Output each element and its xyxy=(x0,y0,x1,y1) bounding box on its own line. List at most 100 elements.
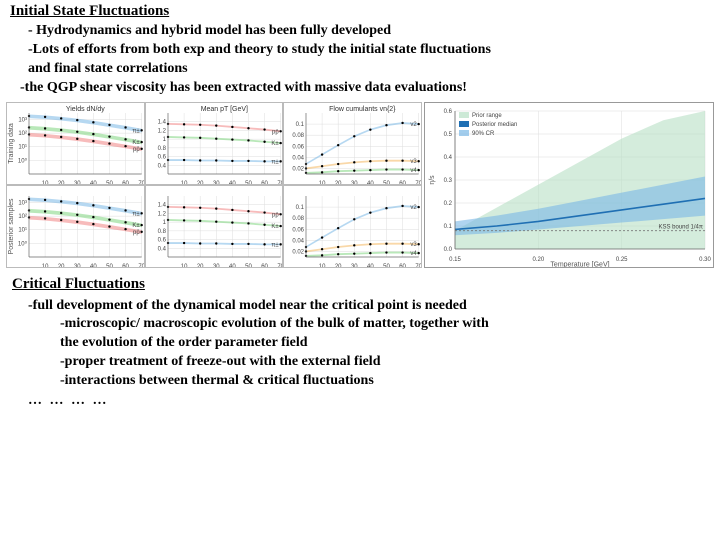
svg-text:90% CR: 90% CR xyxy=(472,131,495,137)
svg-text:30: 30 xyxy=(213,264,220,268)
grid-cell-2: 102030405060700.020.040.060.080.1v2v3v4F… xyxy=(283,102,422,185)
svg-text:30: 30 xyxy=(74,264,81,268)
svg-text:0.2: 0.2 xyxy=(444,201,453,207)
svg-text:π±: π± xyxy=(132,128,140,134)
svg-text:60: 60 xyxy=(400,264,407,268)
bottom-ellipsis: … … … … xyxy=(0,393,720,409)
svg-text:0.1: 0.1 xyxy=(296,122,305,128)
svg-text:40: 40 xyxy=(229,264,236,268)
svg-text:π±: π± xyxy=(271,159,279,165)
svg-text:20: 20 xyxy=(335,264,342,268)
svg-text:v4: v4 xyxy=(411,168,418,174)
svg-text:1.4: 1.4 xyxy=(157,202,166,208)
svg-text:0.4: 0.4 xyxy=(444,155,453,161)
svg-text:0.4: 0.4 xyxy=(157,246,166,252)
svg-text:pp̄: pp̄ xyxy=(272,129,279,135)
svg-text:0.4: 0.4 xyxy=(157,163,166,169)
svg-text:0.25: 0.25 xyxy=(616,257,628,263)
svg-text:Yields dN/dy: Yields dN/dy xyxy=(66,106,105,113)
svg-text:KSS bound 1/4π: KSS bound 1/4π xyxy=(658,224,703,230)
svg-text:10³: 10³ xyxy=(18,117,27,123)
svg-text:v3: v3 xyxy=(411,159,418,165)
svg-text:Posterior samples: Posterior samples xyxy=(8,198,15,254)
svg-text:10³: 10³ xyxy=(18,200,27,206)
svg-text:1.2: 1.2 xyxy=(157,211,166,217)
svg-text:Prior range: Prior range xyxy=(472,113,502,119)
svg-text:K±: K± xyxy=(132,140,140,146)
svg-text:pp̄: pp̄ xyxy=(272,212,279,218)
svg-text:0.04: 0.04 xyxy=(293,238,305,244)
svg-text:60: 60 xyxy=(122,264,129,268)
svg-text:10²: 10² xyxy=(18,214,27,220)
svg-text:Posterior median: Posterior median xyxy=(472,122,517,128)
svg-text:10²: 10² xyxy=(18,131,27,137)
svg-text:10⁰: 10⁰ xyxy=(18,157,28,164)
svg-text:π±: π± xyxy=(132,211,140,217)
svg-text:π±: π± xyxy=(271,242,279,248)
svg-text:0.30: 0.30 xyxy=(699,257,711,263)
svg-text:K±: K± xyxy=(271,224,279,230)
top-section: Initial State Fluctuations - Hydrodynami… xyxy=(0,0,720,98)
svg-text:1: 1 xyxy=(162,220,166,226)
svg-text:50: 50 xyxy=(245,264,252,268)
grid-cell-5: 102030405060700.020.040.060.080.1v2v3v4 xyxy=(283,185,422,268)
bottom-title: Critical Fluctuations xyxy=(0,276,720,293)
svg-text:30: 30 xyxy=(351,264,358,268)
svg-text:1.4: 1.4 xyxy=(157,119,166,125)
svg-text:0.3: 0.3 xyxy=(444,178,453,184)
svg-text:v3: v3 xyxy=(411,242,418,248)
bottom-b2b: the evolution of the order parameter fie… xyxy=(28,334,720,353)
svg-text:20: 20 xyxy=(197,264,204,268)
svg-text:40: 40 xyxy=(90,264,97,268)
svg-text:50: 50 xyxy=(106,264,113,268)
svg-text:0.02: 0.02 xyxy=(293,249,305,255)
svg-text:K±: K± xyxy=(132,223,140,229)
top-b2: -Lots of efforts from both exp and theor… xyxy=(28,41,720,60)
svg-text:0.02: 0.02 xyxy=(293,166,305,172)
svg-text:pp̄: pp̄ xyxy=(133,146,140,152)
svg-text:Mean pT [GeV]: Mean pT [GeV] xyxy=(200,106,247,113)
svg-text:10¹: 10¹ xyxy=(18,144,27,150)
top-b2b: and final state correlations xyxy=(28,60,720,79)
svg-text:0.8: 0.8 xyxy=(157,228,166,234)
svg-text:0.06: 0.06 xyxy=(293,227,305,233)
svg-text:Flow cumulants vn{2}: Flow cumulants vn{2} xyxy=(329,106,396,113)
svg-text:10: 10 xyxy=(319,264,326,268)
svg-text:Training data: Training data xyxy=(8,123,15,164)
svg-text:0.6: 0.6 xyxy=(157,154,166,160)
top-title: Initial State Fluctuations xyxy=(0,3,720,20)
charts-row: 1020304050607010⁰10¹10²10³π±K±pp̄Yields … xyxy=(0,98,720,270)
svg-text:0.06: 0.06 xyxy=(293,144,305,150)
svg-text:0.6: 0.6 xyxy=(157,237,166,243)
svg-text:pp̄: pp̄ xyxy=(133,229,140,235)
chart-grid-6: 1020304050607010⁰10¹10²10³π±K±pp̄Yields … xyxy=(6,102,422,268)
top-bullets: - Hydrodynamics and hybrid model has bee… xyxy=(0,22,720,98)
svg-text:1.2: 1.2 xyxy=(157,128,166,134)
bottom-b4: -interactions between thermal & critical… xyxy=(28,372,720,391)
svg-text:0.08: 0.08 xyxy=(293,133,305,139)
bottom-bullets: -full development of the dynamical model… xyxy=(0,297,720,391)
top-b1: - Hydrodynamics and hybrid model has bee… xyxy=(28,22,720,41)
svg-text:10¹: 10¹ xyxy=(18,227,27,233)
svg-text:0.8: 0.8 xyxy=(157,145,166,151)
grid-cell-0: 1020304050607010⁰10¹10²10³π±K±pp̄Yields … xyxy=(6,102,145,185)
svg-text:0.6: 0.6 xyxy=(444,109,453,115)
bottom-section: Critical Fluctuations -full development … xyxy=(0,270,720,409)
svg-text:20: 20 xyxy=(58,264,65,268)
bottom-b3: -proper treatment of freeze-out with the… xyxy=(28,353,720,372)
bottom-b2: -microscopic/ macroscopic evolution of t… xyxy=(28,315,720,334)
svg-text:0.08: 0.08 xyxy=(293,216,305,222)
svg-text:v2: v2 xyxy=(411,205,418,211)
svg-text:0.20: 0.20 xyxy=(532,257,544,263)
svg-text:0.5: 0.5 xyxy=(444,132,453,138)
svg-text:0.04: 0.04 xyxy=(293,155,305,161)
svg-text:0.0: 0.0 xyxy=(444,247,453,253)
grid-cell-1: 102030405060700.40.60.811.21.4pp̄K±π±Mea… xyxy=(145,102,284,185)
bottom-b1: -full development of the dynamical model… xyxy=(28,297,720,316)
svg-text:Temperature [GeV]: Temperature [GeV] xyxy=(550,261,609,267)
svg-text:K±: K± xyxy=(271,141,279,147)
svg-text:10⁰: 10⁰ xyxy=(18,240,28,247)
svg-text:η/s: η/s xyxy=(429,174,436,184)
svg-text:0.1: 0.1 xyxy=(444,224,453,230)
svg-text:40: 40 xyxy=(367,264,374,268)
